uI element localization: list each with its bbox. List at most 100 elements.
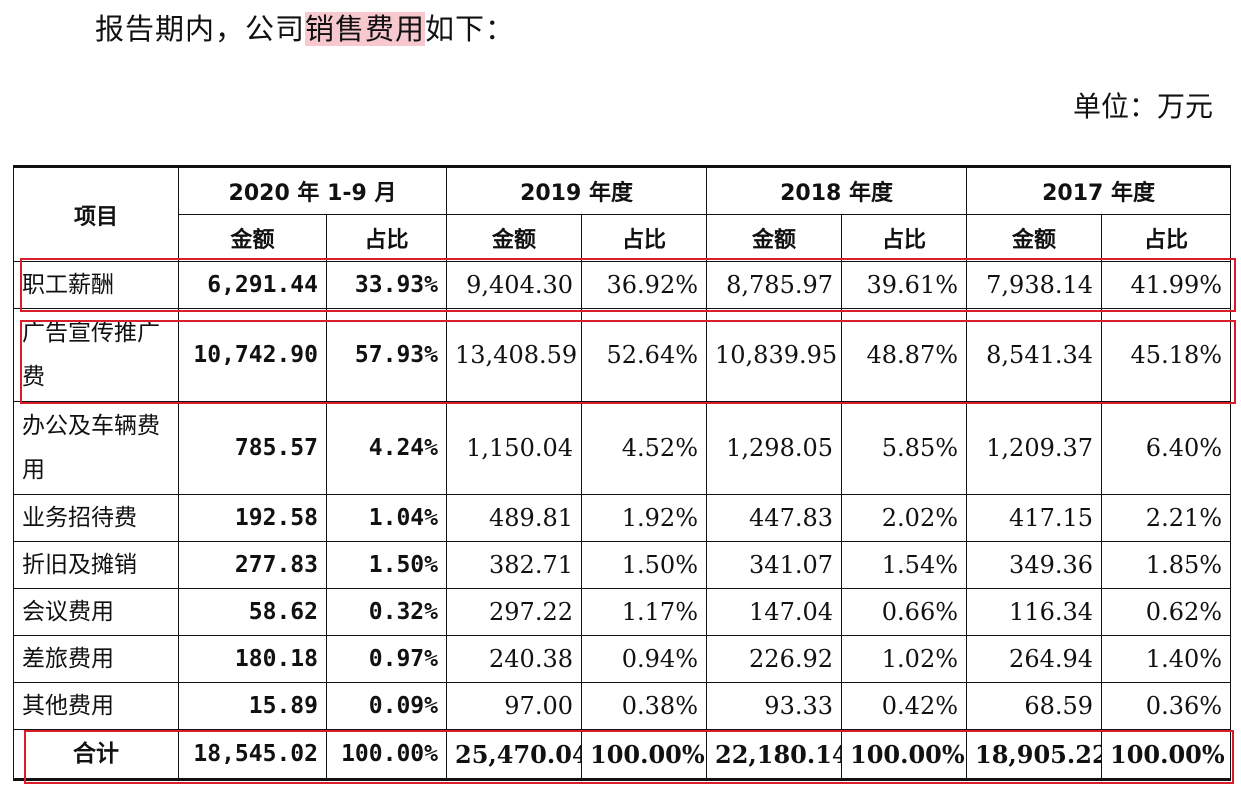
ratio-cell: 1.04% xyxy=(326,494,447,542)
row-label: 会议费用 xyxy=(13,588,179,636)
amount-cell: 226.92 xyxy=(706,635,843,683)
ratio-cell: 0.42% xyxy=(841,682,968,730)
ratio-cell: 0.62% xyxy=(1101,588,1232,636)
ratio-cell: 2.02% xyxy=(841,494,968,542)
row-label: 业务招待费 xyxy=(13,494,179,542)
ratio-cell: 6.40% xyxy=(1101,401,1232,495)
ratio-cell: 0.38% xyxy=(580,682,708,730)
amount-cell: 97.00 xyxy=(446,682,582,730)
ratio-cell: 0.97% xyxy=(326,635,447,683)
amount-cell: 192.58 xyxy=(178,494,327,542)
period-header: 2019 年度 xyxy=(445,166,708,215)
total-label: 合计 xyxy=(13,729,179,780)
ratio-cell: 0.94% xyxy=(580,635,708,683)
amount-cell: 6,291.44 xyxy=(178,261,327,309)
amount-header: 金额 xyxy=(706,214,843,262)
ratio-cell: 4.52% xyxy=(580,401,708,495)
amount-cell: 15.89 xyxy=(178,682,327,730)
row-label: 办公及车辆费用 xyxy=(13,401,179,495)
amount-cell: 341.07 xyxy=(706,541,843,589)
amount-cell: 1,150.04 xyxy=(446,401,582,495)
amount-cell: 382.71 xyxy=(446,541,582,589)
amount-cell: 264.94 xyxy=(966,635,1103,683)
amount-cell: 489.81 xyxy=(446,494,582,542)
table-row: 广告宣传推广费 10,742.90 57.93% 13,408.59 52.64% 10,… xyxy=(13,308,1232,402)
total-amount-cell: 22,180.14 xyxy=(706,729,843,780)
period-header: 2020 年 1-9 月 xyxy=(178,166,447,215)
amount-cell: 1,209.37 xyxy=(966,401,1103,495)
amount-cell: 10,839.95 xyxy=(706,308,843,402)
table-row: 职工薪酬 6,291.44 33.93% 9,404.30 36.92% 8,785.97… xyxy=(13,261,1232,309)
amount-header: 金额 xyxy=(446,214,582,262)
ratio-cell: 1.92% xyxy=(580,494,708,542)
ratio-cell: 1.85% xyxy=(1101,541,1232,589)
table-row: 业务招待费 192.58 1.04% 489.81 1.92% 447.83 2.02% 41… xyxy=(13,494,1232,542)
ratio-cell: 45.18% xyxy=(1101,308,1232,402)
amount-cell: 180.18 xyxy=(178,635,327,683)
ratio-cell: 0.09% xyxy=(326,682,447,730)
ratio-cell: 4.24% xyxy=(326,401,447,495)
amount-cell: 13,408.59 xyxy=(446,308,582,402)
ratio-cell: 36.92% xyxy=(580,261,708,309)
ratio-cell: 2.21% xyxy=(1101,494,1232,542)
period-header: 2017 年度 xyxy=(966,166,1232,215)
table-row: 差旅费用 180.18 0.97% 240.38 0.94% 226.92 1.02% 264… xyxy=(13,635,1232,683)
amount-header: 金额 xyxy=(966,214,1103,262)
item-header: 项目 xyxy=(13,166,179,262)
total-row: 合计 18,545.02 100.00% 25,470.04 100.00% 22,180… xyxy=(13,729,1232,780)
row-label: 其他费用 xyxy=(13,682,179,730)
ratio-cell: 41.99% xyxy=(1101,261,1232,309)
ratio-header: 占比 xyxy=(580,214,708,262)
amount-cell: 116.34 xyxy=(966,588,1103,636)
ratio-cell: 0.32% xyxy=(326,588,447,636)
amount-cell: 93.33 xyxy=(706,682,843,730)
unit-label: 单位：万元 xyxy=(1072,90,1213,123)
ratio-cell: 0.36% xyxy=(1101,682,1232,730)
amount-cell: 7,938.14 xyxy=(966,261,1103,309)
row-label: 折旧及摊销 xyxy=(13,541,179,589)
table-row: 折旧及摊销 277.83 1.50% 382.71 1.50% 341.07 1.54% 34… xyxy=(13,541,1232,589)
table-row: 办公及车辆费用 785.57 4.24% 1,150.04 4.52% 1,298.05 5… xyxy=(13,401,1232,495)
ratio-cell: 57.93% xyxy=(326,308,447,402)
total-ratio-cell: 100.00% xyxy=(1101,729,1232,780)
row-label: 广告宣传推广费 xyxy=(13,308,179,402)
amount-cell: 785.57 xyxy=(178,401,327,495)
intro-after: 如下： xyxy=(425,12,516,46)
amount-cell: 297.22 xyxy=(446,588,582,636)
ratio-cell: 0.66% xyxy=(841,588,968,636)
amount-cell: 240.38 xyxy=(446,635,582,683)
amount-header: 金额 xyxy=(178,214,327,262)
amount-cell: 10,742.90 xyxy=(178,308,327,402)
row-label: 职工薪酬 xyxy=(13,261,179,309)
ratio-cell: 1.17% xyxy=(580,588,708,636)
amount-cell: 447.83 xyxy=(706,494,843,542)
amount-cell: 9,404.30 xyxy=(446,261,582,309)
amount-cell: 417.15 xyxy=(966,494,1103,542)
ratio-cell: 1.40% xyxy=(1101,635,1232,683)
ratio-cell: 1.50% xyxy=(326,541,447,589)
amount-cell: 68.59 xyxy=(966,682,1103,730)
ratio-cell: 33.93% xyxy=(326,261,447,309)
ratio-cell: 1.02% xyxy=(841,635,968,683)
ratio-header: 占比 xyxy=(1101,214,1232,262)
total-ratio-cell: 100.00% xyxy=(841,729,968,780)
intro-before: 报告期内，公司 xyxy=(95,12,306,46)
total-ratio-cell: 100.00% xyxy=(580,729,708,780)
period-header: 2018 年度 xyxy=(706,166,968,215)
ratio-cell: 1.54% xyxy=(841,541,968,589)
total-amount-cell: 18,545.02 xyxy=(178,729,327,780)
amount-cell: 1,298.05 xyxy=(706,401,843,495)
ratio-cell: 39.61% xyxy=(841,261,968,309)
ratio-cell: 1.50% xyxy=(580,541,708,589)
ratio-cell: 52.64% xyxy=(580,308,708,402)
intro-sentence: 报告期内，公司销售费用如下： xyxy=(95,8,515,50)
ratio-header: 占比 xyxy=(326,214,447,262)
table-row: 其他费用 15.89 0.09% 97.00 0.38% 93.33 0.42% 68.59 0… xyxy=(13,682,1232,730)
ratio-cell: 5.85% xyxy=(841,401,968,495)
total-amount-cell: 18,905.22 xyxy=(966,729,1103,780)
intro-highlight: 销售费用 xyxy=(305,12,426,46)
amount-cell: 8,541.34 xyxy=(966,308,1103,402)
total-amount-cell: 25,470.04 xyxy=(446,729,582,780)
table-body: 职工薪酬 6,291.44 33.93% 9,404.30 36.92% 8,785.97… xyxy=(13,261,1232,780)
ratio-header: 占比 xyxy=(841,214,968,262)
